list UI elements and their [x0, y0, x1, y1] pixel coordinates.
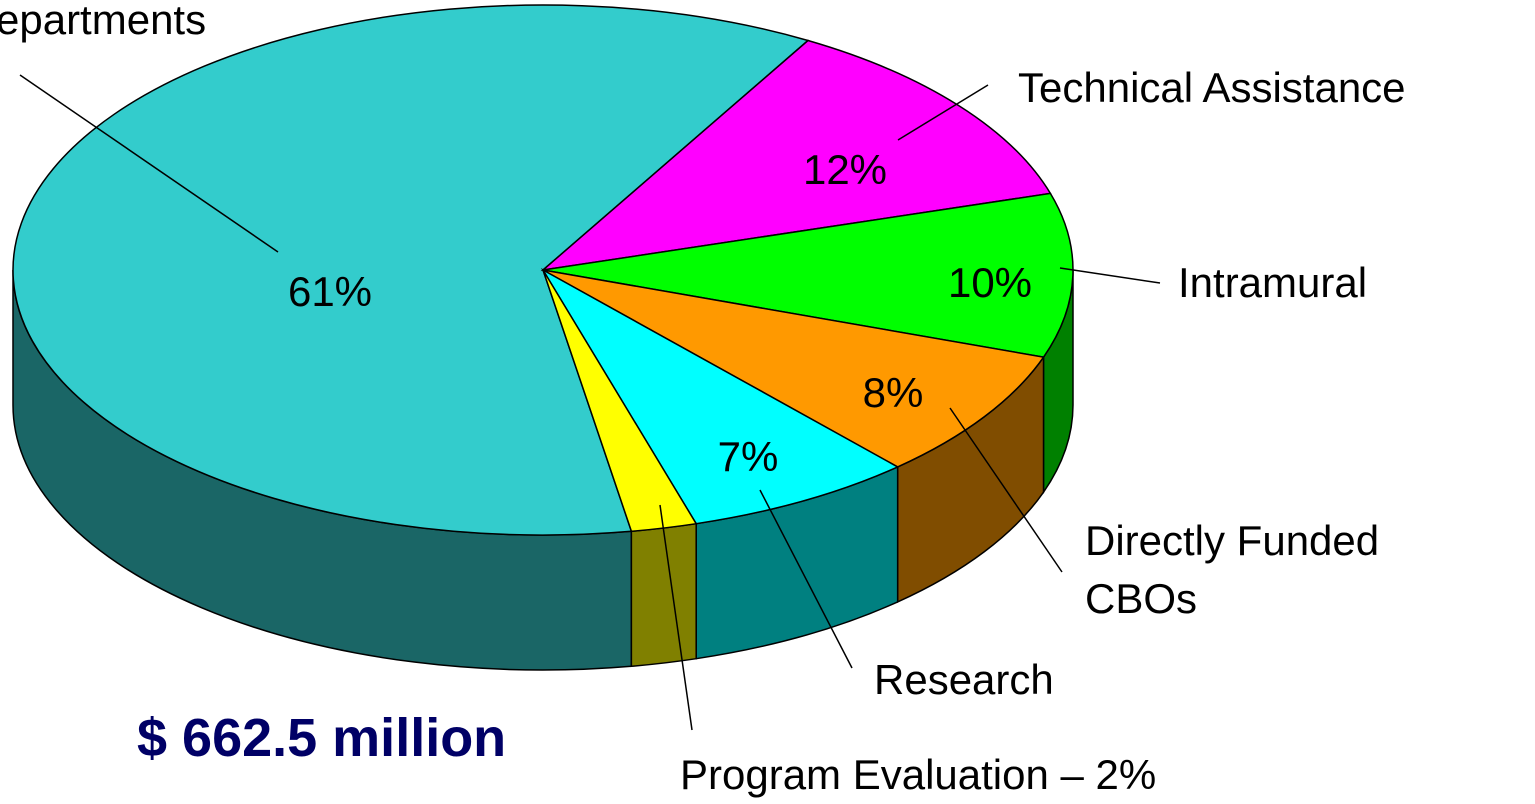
category-label: Program Evaluation – 2% — [680, 751, 1157, 798]
pie-slice — [540, 39, 1052, 272]
category-label: Research — [874, 656, 1054, 703]
value-label: 61% — [287, 268, 373, 315]
leader-line — [1059, 267, 1161, 284]
value-label: 7% — [717, 433, 779, 480]
total-annotation: $ 662.5 million — [137, 708, 507, 768]
value-label: 10% — [947, 259, 1033, 306]
category-label: Intramural — [1178, 259, 1368, 306]
leader-line — [19, 74, 279, 253]
pie-slice — [12, 4, 810, 536]
value-label: 8% — [862, 369, 924, 416]
pie-side — [630, 522, 697, 668]
pie-slice — [542, 192, 1074, 358]
leader-line — [759, 489, 853, 669]
leader-line — [897, 84, 989, 141]
pie-slice — [540, 267, 900, 525]
pie-slice — [542, 269, 1045, 468]
category-label: Technical Assistance — [1018, 64, 1406, 111]
pie-tops — [12, 4, 1074, 536]
category-label: Directly Funded CBOs — [1085, 517, 1380, 622]
leader-line — [949, 407, 1063, 573]
value-label: 12% — [802, 146, 888, 193]
category-label: epartments — [0, 0, 207, 43]
leader-line — [659, 504, 693, 731]
leader-lines — [19, 74, 1161, 731]
